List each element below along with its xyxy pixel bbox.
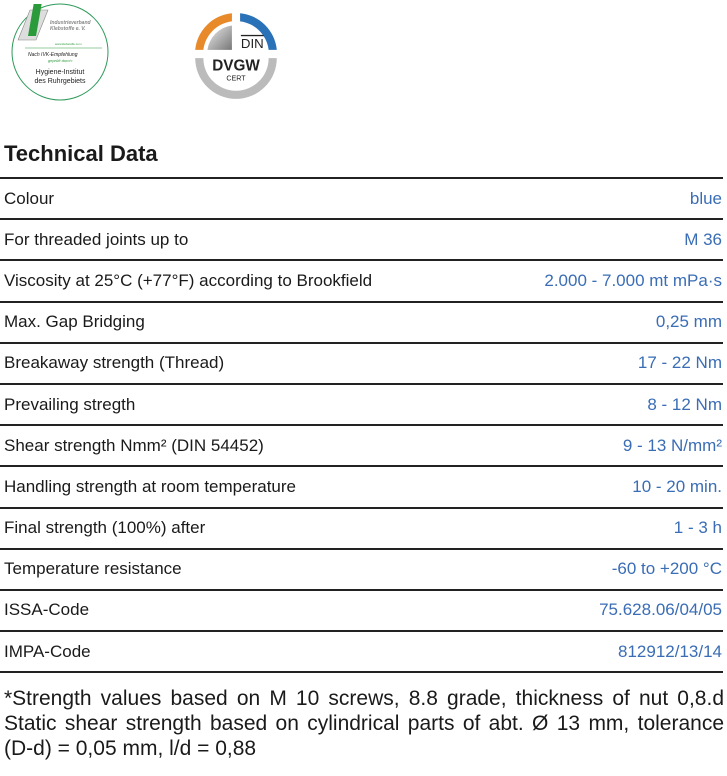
property-label: Max. Gap Bridging — [0, 301, 489, 344]
table-row: Viscosity at 25°C (+77°F) according to B… — [0, 260, 723, 303]
property-label: Breakaway strength (Thread) — [0, 342, 489, 385]
property-label: Viscosity at 25°C (+77°F) according to B… — [0, 260, 489, 303]
property-label: ISSA-Code — [0, 589, 489, 633]
din-dvgw-cert-logo: DIN DVGW CERT — [195, 13, 277, 99]
property-label: Final strength (100%) after — [0, 507, 489, 550]
property-label: Shear strength Nmm² (DIN 54452) — [0, 425, 489, 468]
svg-text:Industrieverband: Industrieverband — [50, 20, 92, 26]
property-label: For threaded joints up to — [0, 219, 489, 262]
property-value: 2.000 - 7.000 mt mPa·s — [488, 260, 723, 303]
svg-text:Hygiene-Institut: Hygiene-Institut — [36, 69, 85, 76]
property-value: 812912/13/14 — [488, 631, 723, 674]
property-value: 0,25 mm — [488, 301, 723, 344]
table-row: Breakaway strength (Thread) 17 - 22 Nm — [0, 342, 723, 385]
svg-text:Klebstoffe e. V.: Klebstoffe e. V. — [50, 26, 86, 32]
property-value: 8 - 12 Nm — [488, 383, 723, 427]
table-row: Temperature resistance -60 to +200 °C — [0, 548, 723, 591]
svg-text:des Ruhrgebiets: des Ruhrgebiets — [35, 78, 86, 85]
table-row: Prevailing stregth 8 - 12 Nm — [0, 383, 723, 427]
property-label: Prevailing stregth — [0, 383, 489, 427]
table-row: ISSA-Code 75.628.06/04/05 — [0, 589, 723, 633]
property-value: M 36 — [488, 219, 723, 262]
property-label: Colour — [0, 178, 489, 221]
ivk-hygiene-logo: Industrieverband Klebstoffe e. V. www.kl… — [11, 3, 109, 101]
table-row: Max. Gap Bridging 0,25 mm — [0, 301, 723, 344]
property-value: blue — [488, 178, 723, 221]
table-row: Shear strength Nmm² (DIN 54452) 9 - 13 N/… — [0, 425, 723, 468]
property-label: Handling strength at room temperature — [0, 466, 489, 509]
table-row: Colour blue — [0, 178, 723, 221]
property-label: IMPA-Code — [0, 631, 489, 674]
svg-text:Nach IVK-Empfehlung: Nach IVK-Empfehlung — [28, 52, 78, 58]
section-title: Technical Data — [4, 141, 158, 166]
svg-text:www.klebstoffe.com: www.klebstoffe.com — [55, 42, 82, 46]
property-value: 17 - 22 Nm — [488, 342, 723, 385]
svg-text:DIN: DIN — [241, 36, 264, 51]
property-value: 9 - 13 N/mm² — [488, 425, 723, 468]
property-value: 10 - 20 min. — [488, 466, 723, 509]
certification-logos: Industrieverband Klebstoffe e. V. www.kl… — [0, 0, 727, 110]
table-row: IMPA-Code 812912/13/14 — [0, 631, 723, 674]
svg-text:CERT: CERT — [226, 75, 246, 83]
property-value: -60 to +200 °C — [488, 548, 723, 591]
technical-data-table: Colour blue For threaded joints up to M 36 V… — [0, 177, 723, 674]
table-row: Handling strength at room temperature 10 … — [0, 466, 723, 509]
property-value: 75.628.06/04/05 — [488, 589, 723, 633]
property-value: 1 - 3 h — [488, 507, 723, 550]
svg-text:geprüft durch:: geprüft durch: — [48, 58, 73, 63]
table-row: Final strength (100%) after 1 - 3 h — [0, 507, 723, 550]
property-label: Temperature resistance — [0, 548, 489, 591]
footnote: *Strength values based on M 10 screws, 8… — [4, 687, 724, 760]
table-row: For threaded joints up to M 36 — [0, 219, 723, 262]
svg-text:DVGW: DVGW — [212, 57, 260, 74]
